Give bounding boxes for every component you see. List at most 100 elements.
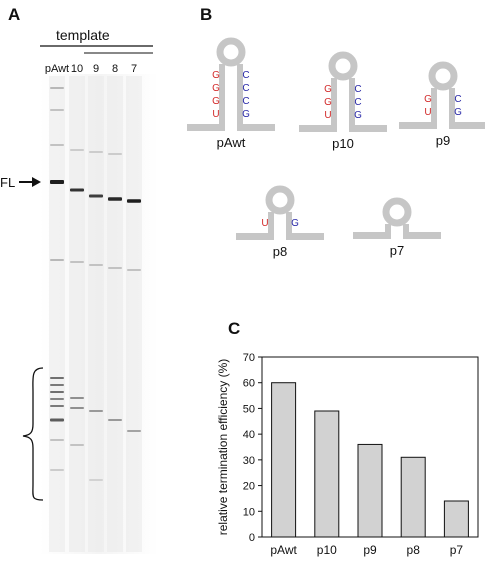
gel-band bbox=[70, 407, 84, 409]
gel-band bbox=[50, 109, 64, 111]
gel-band bbox=[89, 151, 103, 153]
hairpin-tail-right bbox=[349, 125, 387, 132]
y-tick-label: 40 bbox=[243, 429, 255, 441]
y-tick-label: 20 bbox=[243, 481, 255, 493]
hairpin-loop bbox=[328, 51, 358, 81]
gel-band bbox=[70, 261, 84, 263]
base-left: U bbox=[261, 218, 268, 229]
base-right: C bbox=[454, 94, 461, 105]
lane-label-7: 7 bbox=[131, 63, 137, 75]
base-right: C bbox=[242, 70, 249, 81]
x-tick-label: p9 bbox=[363, 543, 377, 557]
hairpin-stem-left bbox=[331, 78, 337, 131]
hairpin-stem-left bbox=[431, 88, 437, 128]
base-left: G bbox=[212, 96, 220, 107]
hairpin-stem-left bbox=[385, 224, 391, 238]
gel-lane-5 bbox=[126, 76, 142, 552]
gel-band bbox=[50, 384, 64, 386]
hairpin-loop bbox=[216, 37, 246, 67]
hairpin-p7: p7 bbox=[353, 197, 441, 258]
gel-lane-1 bbox=[49, 76, 65, 552]
hairpin-tail-right bbox=[449, 122, 485, 129]
hairpin-stem-right bbox=[449, 88, 455, 128]
base-right: G bbox=[291, 218, 299, 229]
hairpin-loop bbox=[428, 61, 458, 91]
hairpin-tail-right bbox=[403, 232, 441, 239]
y-axis-label: relative termination efficiency (%) bbox=[216, 359, 230, 536]
hairpin-label: p10 bbox=[332, 136, 354, 151]
x-tick-label: p10 bbox=[317, 543, 337, 557]
hairpin-label: p9 bbox=[436, 133, 450, 148]
base-left: G bbox=[324, 84, 332, 95]
gel-band bbox=[127, 199, 141, 203]
y-tick-label: 60 bbox=[243, 378, 255, 390]
gel-lanes bbox=[49, 76, 142, 552]
base-left: U bbox=[324, 110, 331, 121]
y-tick-label: 70 bbox=[243, 352, 255, 364]
gel-lane-4 bbox=[107, 76, 123, 552]
base-right: G bbox=[242, 109, 250, 120]
x-tick-label: p7 bbox=[450, 543, 464, 557]
base-right: C bbox=[242, 96, 249, 107]
curly-brace-icon bbox=[22, 367, 44, 501]
gel-bands bbox=[50, 87, 141, 481]
hairpin-tail-left bbox=[236, 233, 274, 240]
hairpin-stem-right bbox=[403, 224, 409, 238]
lane-label-9: 9 bbox=[93, 63, 99, 75]
lane-label-8: 8 bbox=[112, 63, 118, 75]
gel-band bbox=[50, 144, 64, 146]
y-tick-label: 50 bbox=[243, 403, 255, 415]
gel-lane-2 bbox=[69, 76, 85, 552]
y-tick-label: 0 bbox=[249, 532, 255, 544]
gel-band bbox=[108, 419, 122, 421]
gel-band bbox=[70, 444, 84, 446]
gel-band bbox=[89, 264, 103, 266]
hairpin-stem-left bbox=[268, 212, 274, 239]
termination-efficiency-chart: 0 10 20 30 40 50 60 70 pAwt p10 p9 p8 p7 relative t… bbox=[216, 352, 479, 557]
hairpin-tail-left bbox=[299, 125, 337, 132]
base-left: G bbox=[212, 83, 220, 94]
hairpin-stem-right bbox=[237, 64, 243, 130]
gel-band bbox=[50, 405, 64, 407]
lane-label-10: 10 bbox=[71, 63, 83, 75]
gel-band bbox=[127, 269, 141, 271]
hairpin-label: p7 bbox=[390, 243, 404, 258]
base-right: G bbox=[454, 107, 462, 118]
hairpin-tail-right bbox=[286, 233, 324, 240]
panel-b-label: B bbox=[200, 5, 212, 24]
fl-arrow-icon bbox=[19, 177, 41, 187]
gel-band bbox=[70, 397, 84, 399]
base-left: U bbox=[424, 107, 431, 118]
y-tick-label: 10 bbox=[243, 506, 255, 518]
hairpin-p8: U Gp8 bbox=[236, 185, 324, 259]
base-right: C bbox=[242, 83, 249, 94]
hairpin-label: p8 bbox=[273, 244, 287, 259]
gel-band bbox=[50, 87, 64, 89]
gel-band bbox=[89, 194, 103, 198]
hairpin-tail-right bbox=[237, 124, 275, 131]
gel-template-header: template bbox=[56, 27, 110, 43]
x-tick-label: p8 bbox=[407, 543, 421, 557]
hairpin-loop bbox=[382, 197, 412, 227]
base-left: G bbox=[324, 97, 332, 108]
base-left: U bbox=[212, 109, 219, 120]
bar-p10 bbox=[314, 410, 340, 538]
hairpin-tail-left bbox=[353, 232, 391, 239]
base-right: G bbox=[354, 110, 362, 121]
bar-p7 bbox=[443, 500, 469, 538]
panel-c-label: C bbox=[228, 319, 240, 338]
gel-lane-labels: pAwt 10 9 8 7 bbox=[45, 63, 137, 75]
gel-band bbox=[50, 259, 64, 261]
hairpin-label: pAwt bbox=[217, 135, 246, 150]
hairpin-stem-right bbox=[286, 212, 292, 239]
gel-band bbox=[89, 479, 103, 481]
y-tick-label: 30 bbox=[243, 455, 255, 467]
gel-band bbox=[70, 149, 84, 151]
gel-band bbox=[50, 180, 64, 184]
gel-band bbox=[50, 418, 64, 422]
base-left: G bbox=[212, 70, 220, 81]
